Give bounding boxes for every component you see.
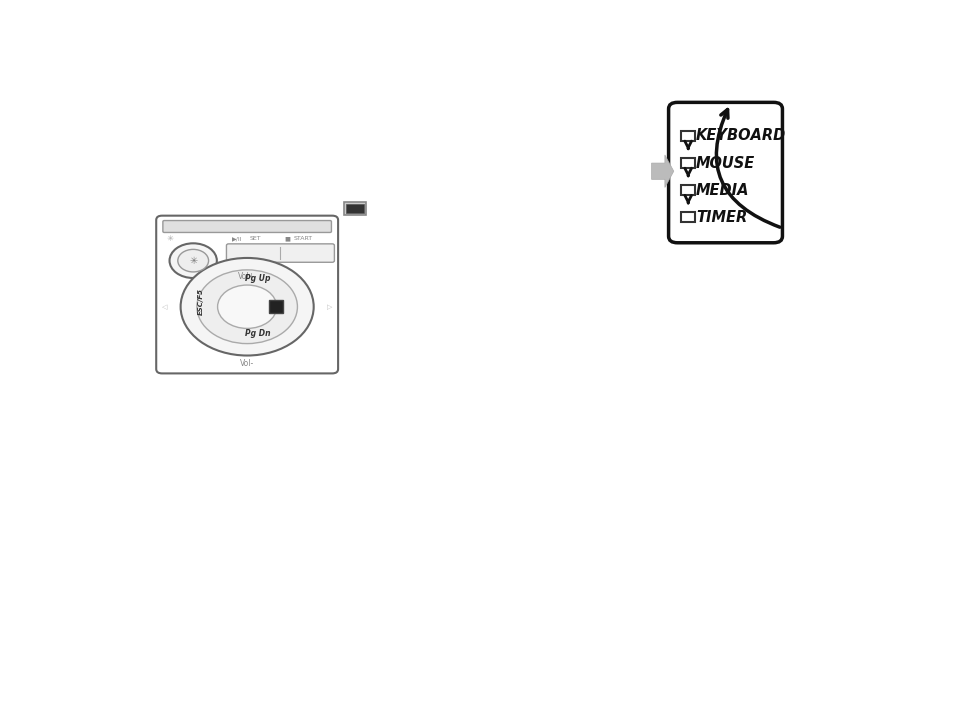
Circle shape — [180, 258, 314, 356]
Bar — [346, 203, 364, 213]
FancyBboxPatch shape — [156, 215, 337, 373]
FancyBboxPatch shape — [668, 102, 781, 243]
Polygon shape — [651, 155, 673, 187]
Text: Vol-: Vol- — [240, 359, 254, 368]
Text: ✳: ✳ — [166, 234, 172, 244]
Text: SET: SET — [249, 236, 261, 241]
Bar — [344, 202, 366, 215]
Text: Pg Up: Pg Up — [245, 274, 270, 283]
Text: MOUSE: MOUSE — [696, 156, 755, 170]
Text: START: START — [294, 236, 313, 241]
Text: ▷: ▷ — [326, 303, 332, 310]
Bar — [269, 300, 282, 313]
Circle shape — [177, 249, 209, 272]
Text: MEDIA: MEDIA — [696, 182, 749, 198]
Text: Vol+: Vol+ — [238, 272, 255, 282]
Text: ▶/II: ▶/II — [233, 236, 243, 241]
Circle shape — [196, 270, 297, 344]
Bar — [680, 158, 695, 168]
Bar — [680, 185, 695, 195]
Text: Pg Dn: Pg Dn — [245, 329, 270, 338]
FancyBboxPatch shape — [226, 244, 335, 263]
Circle shape — [217, 285, 276, 329]
Text: KEYBOARD: KEYBOARD — [696, 128, 785, 144]
Text: TIMER: TIMER — [696, 210, 746, 225]
Text: ESC/F5: ESC/F5 — [197, 288, 203, 315]
Text: ■: ■ — [284, 236, 290, 241]
Bar — [680, 131, 695, 141]
Bar — [680, 212, 695, 222]
FancyBboxPatch shape — [163, 220, 331, 232]
Text: ✳: ✳ — [189, 256, 197, 265]
Text: ◁: ◁ — [162, 303, 168, 310]
Circle shape — [170, 244, 216, 278]
